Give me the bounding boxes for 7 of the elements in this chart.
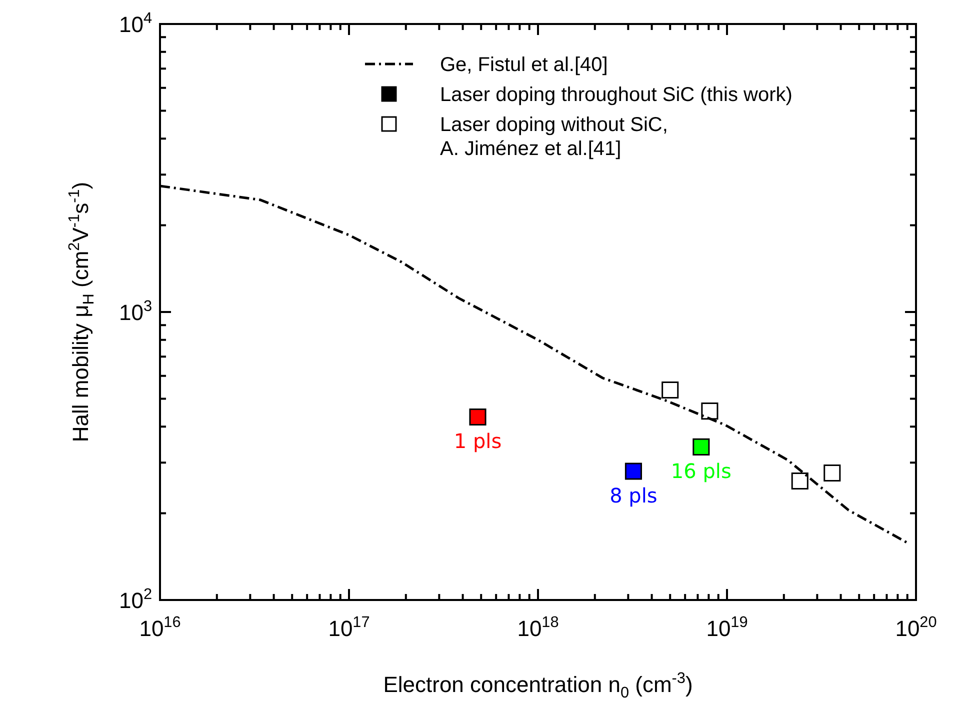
legend-label: Ge, Fistul et al.[40]	[440, 54, 608, 76]
legend-label: Laser doping throughout SiC (this work)	[440, 84, 792, 106]
annotation: 1 pls	[454, 429, 502, 454]
text: Hall mobility μH (cm2V-1s-1)	[66, 182, 98, 442]
annotation: 8 pls	[610, 483, 658, 508]
legend-label: Laser doping without SiC, A. Jiménez et al.[41]	[440, 114, 668, 160]
annotation: 16 pls	[670, 459, 732, 484]
